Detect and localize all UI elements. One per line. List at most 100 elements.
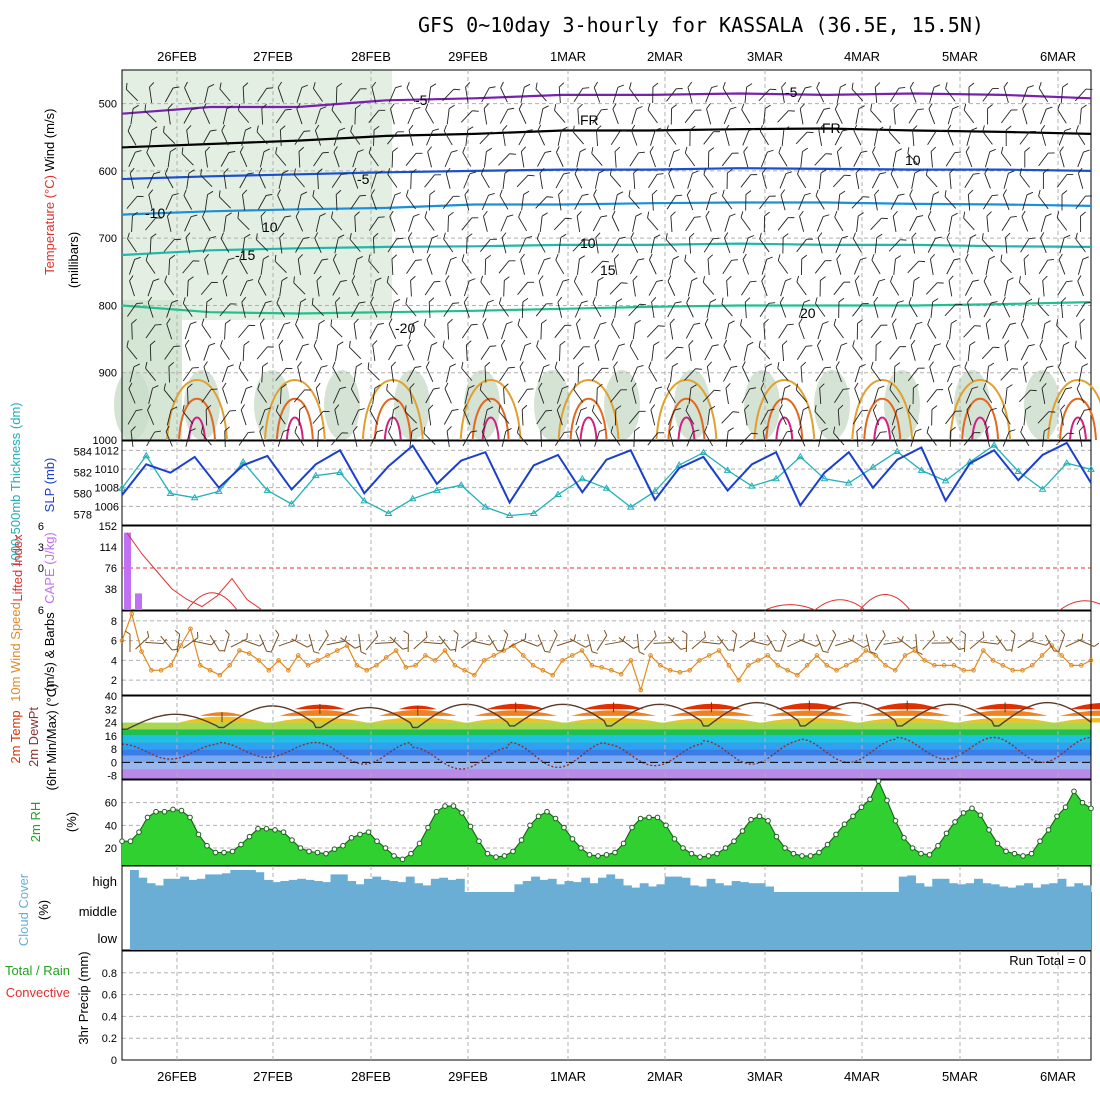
cape-tick: 152 — [99, 521, 117, 533]
wind-barb-staff — [742, 130, 750, 146]
wind-barb-flag — [781, 82, 787, 88]
wind-barb-flag — [147, 404, 151, 411]
wind-barb-flag — [266, 87, 274, 89]
wind-barb-flag — [749, 387, 756, 390]
wind10-marker — [491, 653, 497, 658]
wind-barb-flag — [712, 344, 719, 347]
cloud-high-bar — [389, 881, 398, 892]
wind-barb — [517, 426, 529, 446]
surface-barb-staff — [271, 634, 280, 652]
wind-barb — [222, 382, 228, 404]
wind-barb-staff — [965, 151, 973, 168]
temp-tick: 32 — [105, 704, 117, 716]
wind-barb — [984, 148, 996, 168]
isotherm-line — [121, 167, 1092, 181]
wind-barb — [127, 232, 137, 253]
rh2m-marker — [705, 853, 712, 859]
wind-barb — [498, 405, 510, 424]
rh2m-marker — [765, 818, 771, 824]
wind-barb-staff — [721, 303, 733, 317]
wind-barb-flag — [545, 409, 553, 412]
wind-barb-staff — [777, 260, 789, 274]
wind-barb-staff — [890, 195, 899, 210]
rh2m-marker — [501, 853, 508, 859]
wind-barb-flag — [815, 297, 818, 304]
wind-barb — [687, 277, 698, 297]
wind-barb-staff — [463, 410, 471, 425]
cloud-high-bar — [689, 885, 699, 892]
wind-barb-staff — [871, 259, 881, 275]
wind-barb-flag — [890, 275, 894, 282]
wind-barb-flag — [787, 323, 794, 326]
wind-barb-staff — [461, 217, 473, 231]
wind-barb — [349, 340, 362, 359]
wind-barb-staff — [836, 151, 841, 168]
wind-barb — [1057, 280, 1073, 296]
wind-barb-flag — [561, 126, 568, 131]
wind10-marker — [550, 672, 555, 678]
surface-barb — [587, 634, 598, 654]
wind-barb-flag — [575, 425, 580, 432]
wind-barb — [483, 147, 493, 168]
rh2m-marker — [858, 804, 865, 811]
wind-barb-flag — [387, 168, 391, 175]
wind-barb — [390, 405, 400, 426]
surface-barb-staff — [750, 640, 769, 646]
precip-tick: 0.8 — [102, 968, 117, 980]
wind-barb-staff — [723, 108, 731, 125]
wind-barb-staff — [540, 323, 542, 340]
wind-barb — [242, 233, 251, 254]
wind-barb — [405, 297, 417, 317]
wind-barb — [164, 86, 180, 103]
wind-barb-flag — [544, 257, 551, 261]
wind-barb — [1037, 297, 1050, 317]
wind-barb — [239, 172, 254, 189]
wind-barb-flag — [889, 383, 893, 390]
rh2m-label: 2m RH — [28, 802, 43, 842]
wind-barb-staff — [965, 259, 973, 275]
wind-barb-staff — [331, 432, 343, 446]
pbl-contour — [178, 397, 216, 441]
rh2m-marker — [586, 852, 593, 858]
wind-barb — [909, 81, 917, 103]
wind-barb-flag — [945, 339, 949, 347]
wind-barb-staff — [892, 323, 898, 340]
precip-tick: 0.6 — [102, 990, 117, 1002]
contour-label: -15 — [235, 247, 255, 263]
wind-barb-flag — [982, 125, 985, 132]
wind-barb-flag — [333, 146, 338, 153]
wind-barb-flag — [295, 318, 299, 325]
wind-barb-staff — [184, 87, 192, 103]
wind-barb — [576, 148, 586, 168]
wind-barb — [945, 410, 962, 425]
wind-barb-flag — [1027, 85, 1034, 88]
surface-barb-flag — [869, 651, 876, 655]
cloud-high-bar — [907, 875, 917, 892]
wind-barb-staff — [428, 194, 431, 211]
wind-barb-flag — [1076, 382, 1081, 390]
wind-barb-staff — [707, 409, 711, 426]
wind-barb — [744, 83, 753, 104]
surface-barb-flag — [633, 645, 639, 649]
wind-barb-flag — [803, 299, 811, 303]
wind-barb — [538, 382, 545, 404]
wind-barb-staff — [444, 151, 452, 168]
wind-barb — [743, 146, 749, 168]
wind-barb — [204, 146, 211, 168]
wind-barb-staff — [556, 409, 563, 426]
wind-barb — [612, 84, 625, 103]
wind-barb-flag — [301, 191, 308, 196]
thickness-marker — [142, 451, 151, 459]
surface-barb-staff — [145, 641, 164, 645]
wind-barb-staff — [368, 109, 380, 124]
wind-barb — [540, 319, 547, 340]
wind-barb-staff — [443, 238, 454, 253]
wind-barb — [126, 340, 138, 360]
wind-barb — [128, 256, 141, 275]
wind-barb-flag — [484, 361, 491, 367]
contour-label: FR — [822, 120, 841, 136]
pbl-contour — [775, 416, 794, 441]
wind-barb — [666, 382, 676, 404]
wind-barb — [722, 189, 733, 210]
rh2m-marker — [977, 812, 984, 818]
